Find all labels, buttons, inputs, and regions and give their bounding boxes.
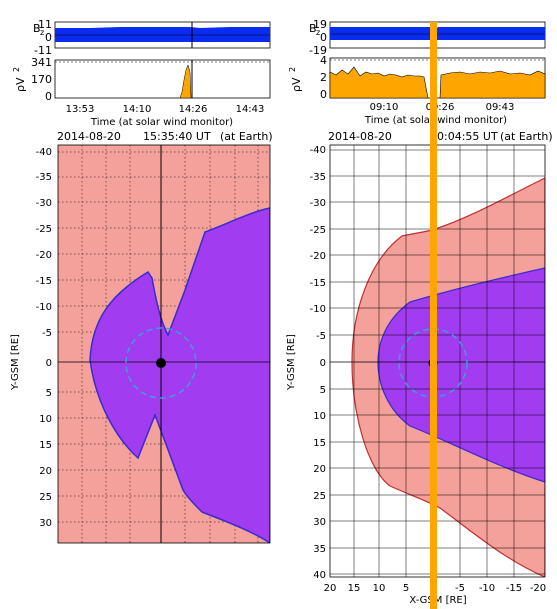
right-pressure-label: ρV <box>290 77 303 92</box>
left-map-time: 15:35:40 UT <box>143 130 211 143</box>
right-pressure-tick-top: 4 <box>320 54 327 67</box>
left-time-tick: 13:53 <box>66 104 95 115</box>
left-time-tick: 14:43 <box>236 104 265 115</box>
left-y-tick: 25 <box>39 492 52 503</box>
right-time-tick: 09:43 <box>486 102 515 113</box>
right-pressure-tick-mid: 2 <box>320 71 327 84</box>
right-y-tick: -35 <box>310 172 326 183</box>
right-map-frame <box>329 144 546 578</box>
right-y-tick: 15 <box>313 438 326 449</box>
left-y-tick: -25 <box>36 224 52 235</box>
left-y-tick: 10 <box>39 414 52 425</box>
right-y-tick: 5 <box>320 385 326 396</box>
right-y-tick: -25 <box>310 225 326 236</box>
right-y-tick: 35 <box>313 544 326 555</box>
left-pressure-label: ρV <box>14 77 27 92</box>
left-pressure-frame <box>54 59 271 99</box>
left-pressure-tick-bottom: 0 <box>45 90 52 103</box>
right-x-tick: 15 <box>348 583 361 594</box>
left-pressure-tick-mid: 170 <box>31 73 52 86</box>
left-y-tick: -35 <box>36 172 52 183</box>
left-timeseries: B z 11 0 -11 ρV 2 341 170 0 13:53 14:10 … <box>12 18 271 128</box>
right-y-axis-label: Y-GSM [RE] <box>286 334 297 391</box>
right-x-tick: -5 <box>455 583 465 594</box>
right-map <box>329 144 546 578</box>
left-pressure-sup: 2 <box>12 67 21 72</box>
left-time-axis-label: Time (at solar wind monitor) <box>90 117 233 128</box>
left-bz-sub: z <box>40 28 44 37</box>
right-grid <box>330 145 545 577</box>
left-pressure-tick-top: 341 <box>31 56 52 69</box>
left-earth-marker <box>156 358 166 368</box>
left-y-tick: 0 <box>46 358 52 369</box>
right-x-tick: 10 <box>373 583 386 594</box>
right-x-tick: 20 <box>324 583 337 594</box>
right-bz-tick-top: 19 <box>313 18 327 31</box>
left-y-axis-label: Y-GSM [RE] <box>10 334 21 391</box>
right-y-tick: -5 <box>316 331 326 342</box>
right-x-tick: -20 <box>530 583 546 594</box>
right-x-axis-label: X-GSM [RE] <box>409 595 466 606</box>
right-map-location: (at Earth) <box>500 130 553 143</box>
right-time-tick: 09:26 <box>426 102 455 113</box>
left-y-tick: 30 <box>39 518 52 529</box>
right-map-yaxis: -40 -35 -30 -25 -20 -15 -10 -5 0 5 10 15… <box>286 145 326 581</box>
left-map-location: (at Earth) <box>220 130 273 143</box>
right-bz-sub: z <box>316 28 320 37</box>
right-y-tick: 40 <box>313 570 326 581</box>
left-magnetosphere-region <box>89 207 270 543</box>
right-map-date: 2014-08-20 <box>328 130 392 143</box>
right-bz-tick-mid: 0 <box>320 31 327 44</box>
right-pressure-fill <box>329 66 429 99</box>
right-y-tick: -20 <box>310 251 326 262</box>
right-bz-tick-bottom: -19 <box>309 44 327 57</box>
right-y-tick: -40 <box>310 145 326 156</box>
left-bz-fill <box>55 27 270 42</box>
right-y-tick: 20 <box>313 464 326 475</box>
left-y-tick: -20 <box>36 250 52 261</box>
right-y-tick: -10 <box>310 304 326 315</box>
right-time-tick: 09:10 <box>370 102 399 113</box>
right-y-tick: -15 <box>310 278 326 289</box>
right-y-tick: -30 <box>310 198 326 209</box>
left-map <box>57 144 271 544</box>
left-y-tick: 15 <box>39 440 52 451</box>
left-y-tick: 5 <box>46 388 52 399</box>
right-y-tick: 30 <box>313 517 326 528</box>
right-bz-fill <box>330 27 545 40</box>
right-y-tick: 0 <box>320 358 326 369</box>
left-time-tick: 14:10 <box>123 104 152 115</box>
left-pressure-fill <box>179 64 192 99</box>
left-bz-tick-bottom: -11 <box>34 44 52 57</box>
left-bz-tick-top: 11 <box>38 18 52 31</box>
left-y-tick: -30 <box>36 198 52 209</box>
left-map-date: 2014-08-20 <box>57 130 121 143</box>
left-y-tick: -10 <box>36 302 52 313</box>
right-map-header: 2014-08-20 10:04:55 UT (at Earth) <box>328 130 553 143</box>
left-time-tick: 14:26 <box>179 104 208 115</box>
left-geosync-orbit-ring <box>125 327 197 399</box>
right-map-time: 10:04:55 UT <box>430 130 498 143</box>
left-map-yaxis: -40 -35 -30 -25 -20 -15 -10 -5 0 5 10 15… <box>10 147 52 529</box>
left-map-header: 2014-08-20 15:35:40 UT (at Earth) <box>57 130 273 143</box>
left-map-frame <box>57 144 271 544</box>
right-x-tick: -10 <box>479 583 495 594</box>
right-pressure-tick-bottom: 0 <box>320 88 327 101</box>
right-x-tick: 5 <box>403 583 409 594</box>
right-y-tick: 25 <box>313 491 326 502</box>
left-y-tick: -40 <box>36 147 52 158</box>
right-timeseries: B z 19 0 -19 ρV 2 4 2 0 09:10 09:26 09:4… <box>288 18 546 126</box>
right-pressure-sup: 2 <box>288 67 297 72</box>
left-y-tick: 20 <box>39 466 52 477</box>
left-y-tick: -15 <box>36 276 52 287</box>
right-time-marker-bar <box>430 22 437 609</box>
right-y-tick: 10 <box>313 411 326 422</box>
right-bz-label: B <box>309 22 317 35</box>
left-bz-label: B <box>33 22 41 35</box>
left-bz-tick-mid: 0 <box>45 31 52 44</box>
left-y-tick: -5 <box>42 328 52 339</box>
right-pressure-fill-b <box>439 70 546 99</box>
right-x-tick: -15 <box>506 583 522 594</box>
